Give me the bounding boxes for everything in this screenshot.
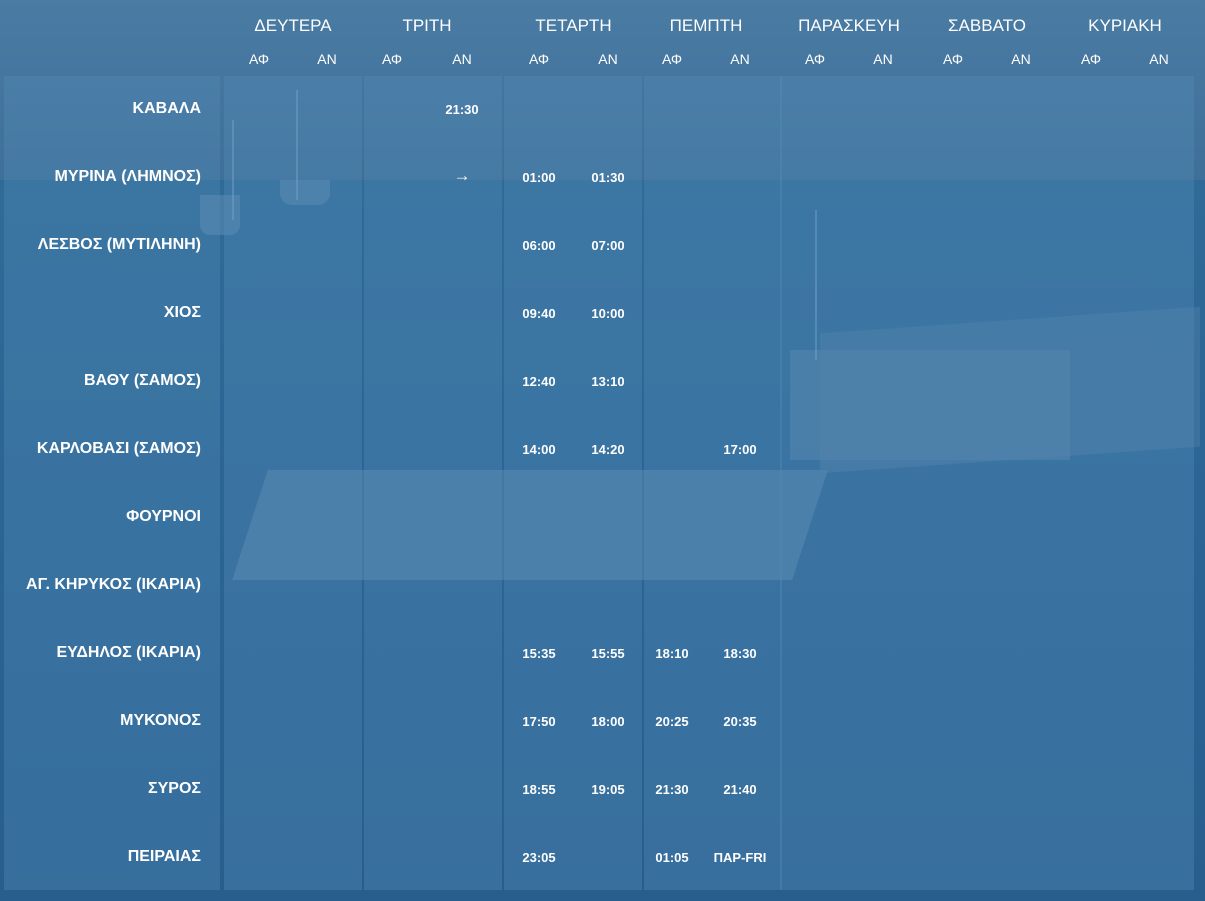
- background-mast: [232, 120, 234, 220]
- time-cell: 18:00: [591, 714, 625, 729]
- arrival-subheader: ΑΝ: [873, 51, 893, 67]
- day-header: ΠΑΡΑΣΚΕΥΗ: [798, 16, 900, 35]
- background-building: [790, 350, 1070, 460]
- day-header: ΔΕΥΤΕΡΑ: [254, 16, 332, 35]
- time-cell: 13:10: [591, 374, 625, 389]
- port-name: ΚΑΒΑΛΑ: [132, 100, 201, 117]
- departure-subheader: ΑΦ: [248, 51, 270, 67]
- day-column: [780, 76, 918, 890]
- time-cell: 06:00: [522, 238, 556, 253]
- day-header: ΤΕΤΑΡΤΗ: [535, 16, 612, 35]
- time-cell: 01:00: [522, 170, 556, 185]
- day-column: [504, 76, 642, 890]
- time-cell: 23:05: [522, 850, 556, 865]
- time-cell: 21:30: [655, 782, 689, 797]
- port-name: ΒΑΘΥ (ΣΑΜΟΣ): [84, 372, 201, 389]
- time-cell: 07:00: [591, 238, 625, 253]
- day-column: [1056, 76, 1194, 890]
- port-name: ΑΓ. ΚΗΡΥΚΟΣ (ΙΚΑΡΙΑ): [26, 576, 201, 593]
- day-header: ΣΑΒΒΑΤΟ: [948, 16, 1026, 35]
- port-name: ΧΙΟΣ: [163, 304, 201, 321]
- port-column: [4, 76, 220, 890]
- port-name: ΣΥΡΟΣ: [148, 780, 201, 797]
- time-cell: 20:25: [655, 714, 689, 729]
- port-name: ΠΕΙΡΑΙΑΣ: [127, 848, 201, 865]
- time-cell: 20:35: [723, 714, 757, 729]
- time-cell: 14:00: [522, 442, 556, 457]
- departure-subheader: ΑΦ: [942, 51, 964, 67]
- arrival-subheader: ΑΝ: [1149, 51, 1169, 67]
- time-cell: 17:50: [522, 714, 556, 729]
- time-cell: 18:30: [723, 646, 757, 661]
- departure-subheader: ΑΦ: [528, 51, 550, 67]
- arrival-subheader: ΑΝ: [317, 51, 337, 67]
- arrival-subheader: ΑΝ: [730, 51, 750, 67]
- port-name: ΚΑΡΛΟΒΑΣΙ (ΣΑΜΟΣ): [36, 440, 201, 457]
- time-cell: 09:40: [522, 306, 556, 321]
- port-name: ΜΥΡΙΝΑ (ΛΗΜΝΟΣ): [54, 168, 201, 185]
- day-header: ΠΕΜΠΤΗ: [669, 16, 743, 35]
- time-cell: 21:30: [445, 102, 479, 117]
- port-name: ΜΥΚΟΝΟΣ: [120, 712, 201, 729]
- day-column: [224, 76, 362, 890]
- background-boat: [200, 195, 240, 235]
- port-name: ΦΟΥΡΝΟΙ: [126, 508, 201, 525]
- day-header: ΚΥΡΙΑΚΗ: [1088, 16, 1162, 35]
- day-header: ΤΡΙΤΗ: [402, 16, 452, 35]
- background-boat: [280, 180, 330, 205]
- time-cell: 19:05: [591, 782, 625, 797]
- time-cell: 01:05: [655, 850, 689, 865]
- time-cell: 15:35: [522, 646, 556, 661]
- time-cell: 18:55: [522, 782, 556, 797]
- background-sky: [0, 0, 1205, 200]
- arrival-subheader: ΑΝ: [452, 51, 472, 67]
- departure-subheader: ΑΦ: [661, 51, 683, 67]
- departure-subheader: ΑΦ: [381, 51, 403, 67]
- time-cell: 01:30: [591, 170, 625, 185]
- time-cell: 14:20: [591, 442, 625, 457]
- continues-arrow-icon: →: [453, 166, 471, 185]
- background-mast: [815, 210, 817, 360]
- day-column: [918, 76, 1056, 890]
- time-cell: 21:40: [723, 782, 757, 797]
- time-cell: 18:10: [655, 646, 689, 661]
- background-mast: [296, 90, 298, 200]
- time-cell: 10:00: [591, 306, 625, 321]
- time-cell: 12:40: [522, 374, 556, 389]
- time-cell: 17:00: [723, 442, 757, 457]
- time-cell: ΠΑΡ-FRI: [713, 850, 767, 865]
- port-name: ΛΕΣΒΟΣ (ΜΥΤΙΛΗΝΗ): [37, 236, 201, 253]
- arrival-subheader: ΑΝ: [1011, 51, 1031, 67]
- departure-subheader: ΑΦ: [804, 51, 826, 67]
- port-name: ΕΥΔΗΛΟΣ (ΙΚΑΡΙΑ): [56, 644, 201, 661]
- day-column: [644, 76, 782, 890]
- departure-subheader: ΑΦ: [1080, 51, 1102, 67]
- arrival-subheader: ΑΝ: [598, 51, 618, 67]
- day-column: [364, 76, 502, 890]
- time-cell: 15:55: [591, 646, 625, 661]
